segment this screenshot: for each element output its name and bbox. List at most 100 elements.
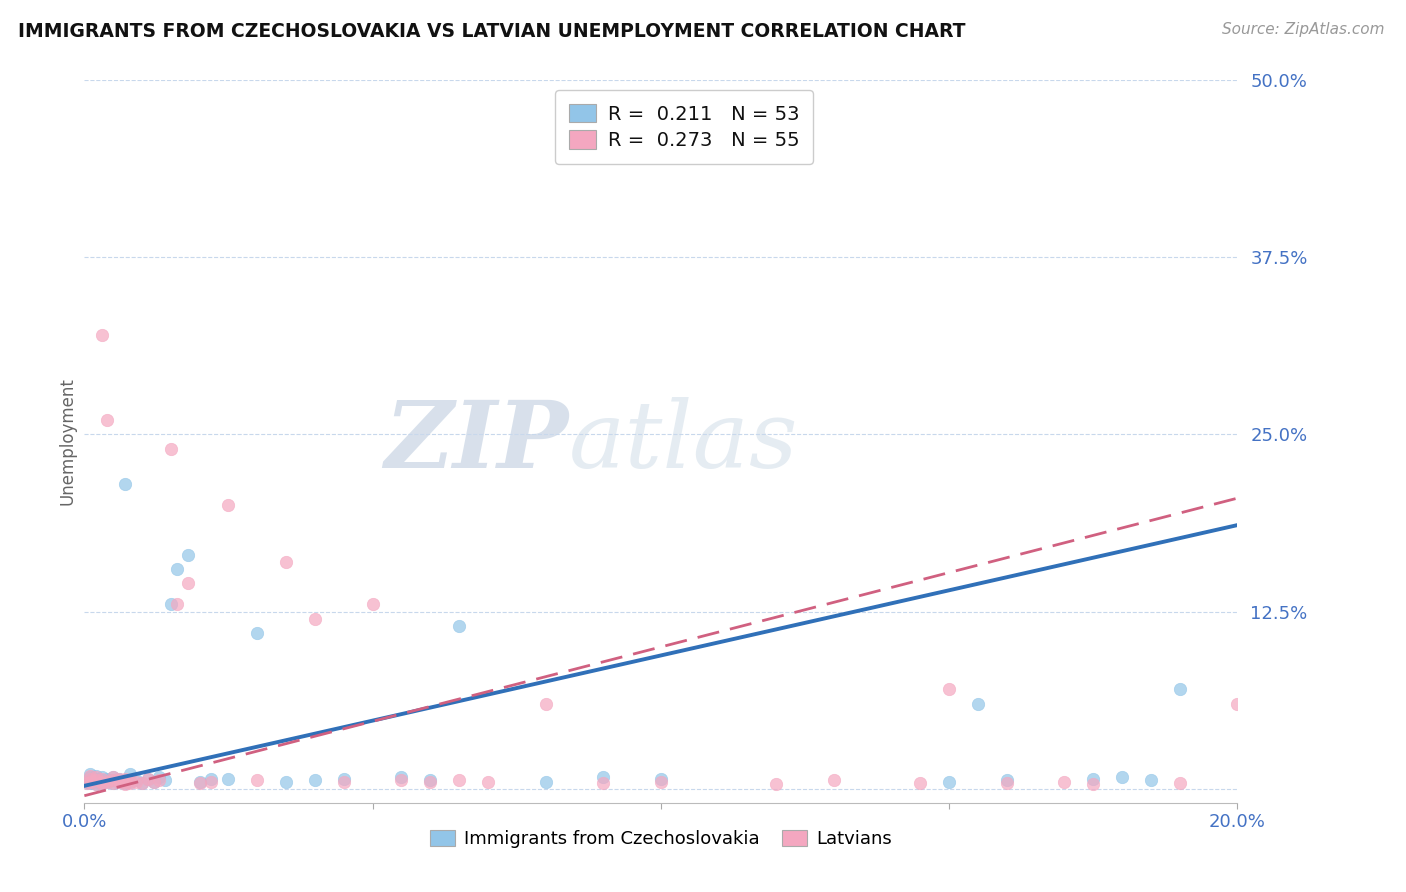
Point: [1168, 682, 1191, 697]
Point: [84, 777, 107, 791]
Point: [108, 772, 131, 786]
Text: Source: ZipAtlas.com: Source: ZipAtlas.com: [1222, 22, 1385, 37]
Point: [650, 772, 672, 786]
Point: [1140, 773, 1163, 788]
Point: [534, 697, 557, 711]
Point: [103, 770, 124, 784]
Point: [246, 625, 269, 640]
Point: [218, 498, 240, 512]
Point: [304, 773, 326, 788]
Point: [823, 773, 845, 788]
Point: [967, 697, 990, 711]
Point: [125, 774, 148, 789]
Text: ZIP: ZIP: [384, 397, 568, 486]
Point: [136, 772, 159, 786]
Point: [449, 618, 471, 632]
Point: [333, 774, 356, 789]
Point: [108, 774, 131, 789]
Point: [125, 773, 148, 788]
Point: [276, 774, 298, 789]
Point: [938, 682, 960, 697]
Point: [177, 576, 200, 591]
Point: [79, 769, 101, 783]
Point: [1226, 697, 1249, 711]
Point: [114, 776, 136, 790]
Point: [1083, 777, 1105, 791]
Point: [84, 769, 107, 783]
Point: [160, 598, 183, 612]
Point: [108, 774, 131, 789]
Point: [218, 772, 240, 786]
Point: [304, 612, 326, 626]
Point: [534, 774, 557, 789]
Point: [84, 774, 107, 789]
Point: [108, 772, 131, 786]
Point: [477, 774, 499, 789]
Point: [120, 773, 142, 788]
Point: [103, 773, 124, 788]
Y-axis label: Unemployment: Unemployment: [58, 377, 76, 506]
Point: [592, 770, 614, 784]
Point: [84, 777, 107, 791]
Point: [419, 773, 441, 788]
Point: [910, 776, 932, 790]
Point: [650, 774, 672, 789]
Point: [90, 774, 112, 789]
Point: [90, 776, 112, 790]
Point: [120, 767, 142, 781]
Point: [142, 774, 165, 789]
Point: [90, 770, 112, 784]
Point: [90, 773, 112, 788]
Point: [114, 774, 136, 789]
Point: [188, 776, 211, 790]
Point: [333, 772, 356, 786]
Point: [79, 770, 101, 784]
Point: [131, 776, 153, 790]
Point: [96, 774, 118, 789]
Point: [84, 770, 107, 784]
Point: [391, 770, 413, 784]
Point: [103, 773, 124, 788]
Point: [114, 777, 136, 791]
Point: [200, 774, 222, 789]
Point: [419, 774, 441, 789]
Point: [246, 773, 269, 788]
Point: [120, 776, 142, 790]
Point: [103, 770, 124, 784]
Text: IMMIGRANTS FROM CZECHOSLOVAKIA VS LATVIAN UNEMPLOYMENT CORRELATION CHART: IMMIGRANTS FROM CZECHOSLOVAKIA VS LATVIA…: [18, 22, 966, 41]
Point: [188, 774, 211, 789]
Point: [995, 776, 1018, 790]
Point: [76, 774, 98, 789]
Point: [76, 776, 98, 790]
Point: [449, 773, 471, 788]
Point: [1083, 772, 1105, 786]
Point: [114, 772, 136, 786]
Point: [96, 774, 118, 789]
Point: [84, 772, 107, 786]
Point: [84, 773, 107, 788]
Point: [166, 598, 188, 612]
Point: [90, 772, 112, 786]
Point: [90, 776, 112, 790]
Point: [765, 777, 787, 791]
Point: [79, 767, 101, 781]
Legend: Immigrants from Czechoslovakia, Latvians: Immigrants from Czechoslovakia, Latvians: [423, 822, 898, 855]
Point: [1053, 774, 1076, 789]
Point: [166, 562, 188, 576]
Point: [79, 774, 101, 789]
Point: [153, 773, 176, 788]
Point: [120, 774, 142, 789]
Point: [200, 772, 222, 786]
Point: [96, 413, 118, 427]
Point: [90, 328, 112, 343]
Point: [391, 773, 413, 788]
Point: [177, 548, 200, 562]
Point: [79, 776, 101, 790]
Point: [995, 773, 1018, 788]
Point: [114, 773, 136, 788]
Point: [103, 776, 124, 790]
Point: [160, 442, 183, 456]
Point: [131, 776, 153, 790]
Point: [79, 773, 101, 788]
Point: [148, 773, 170, 788]
